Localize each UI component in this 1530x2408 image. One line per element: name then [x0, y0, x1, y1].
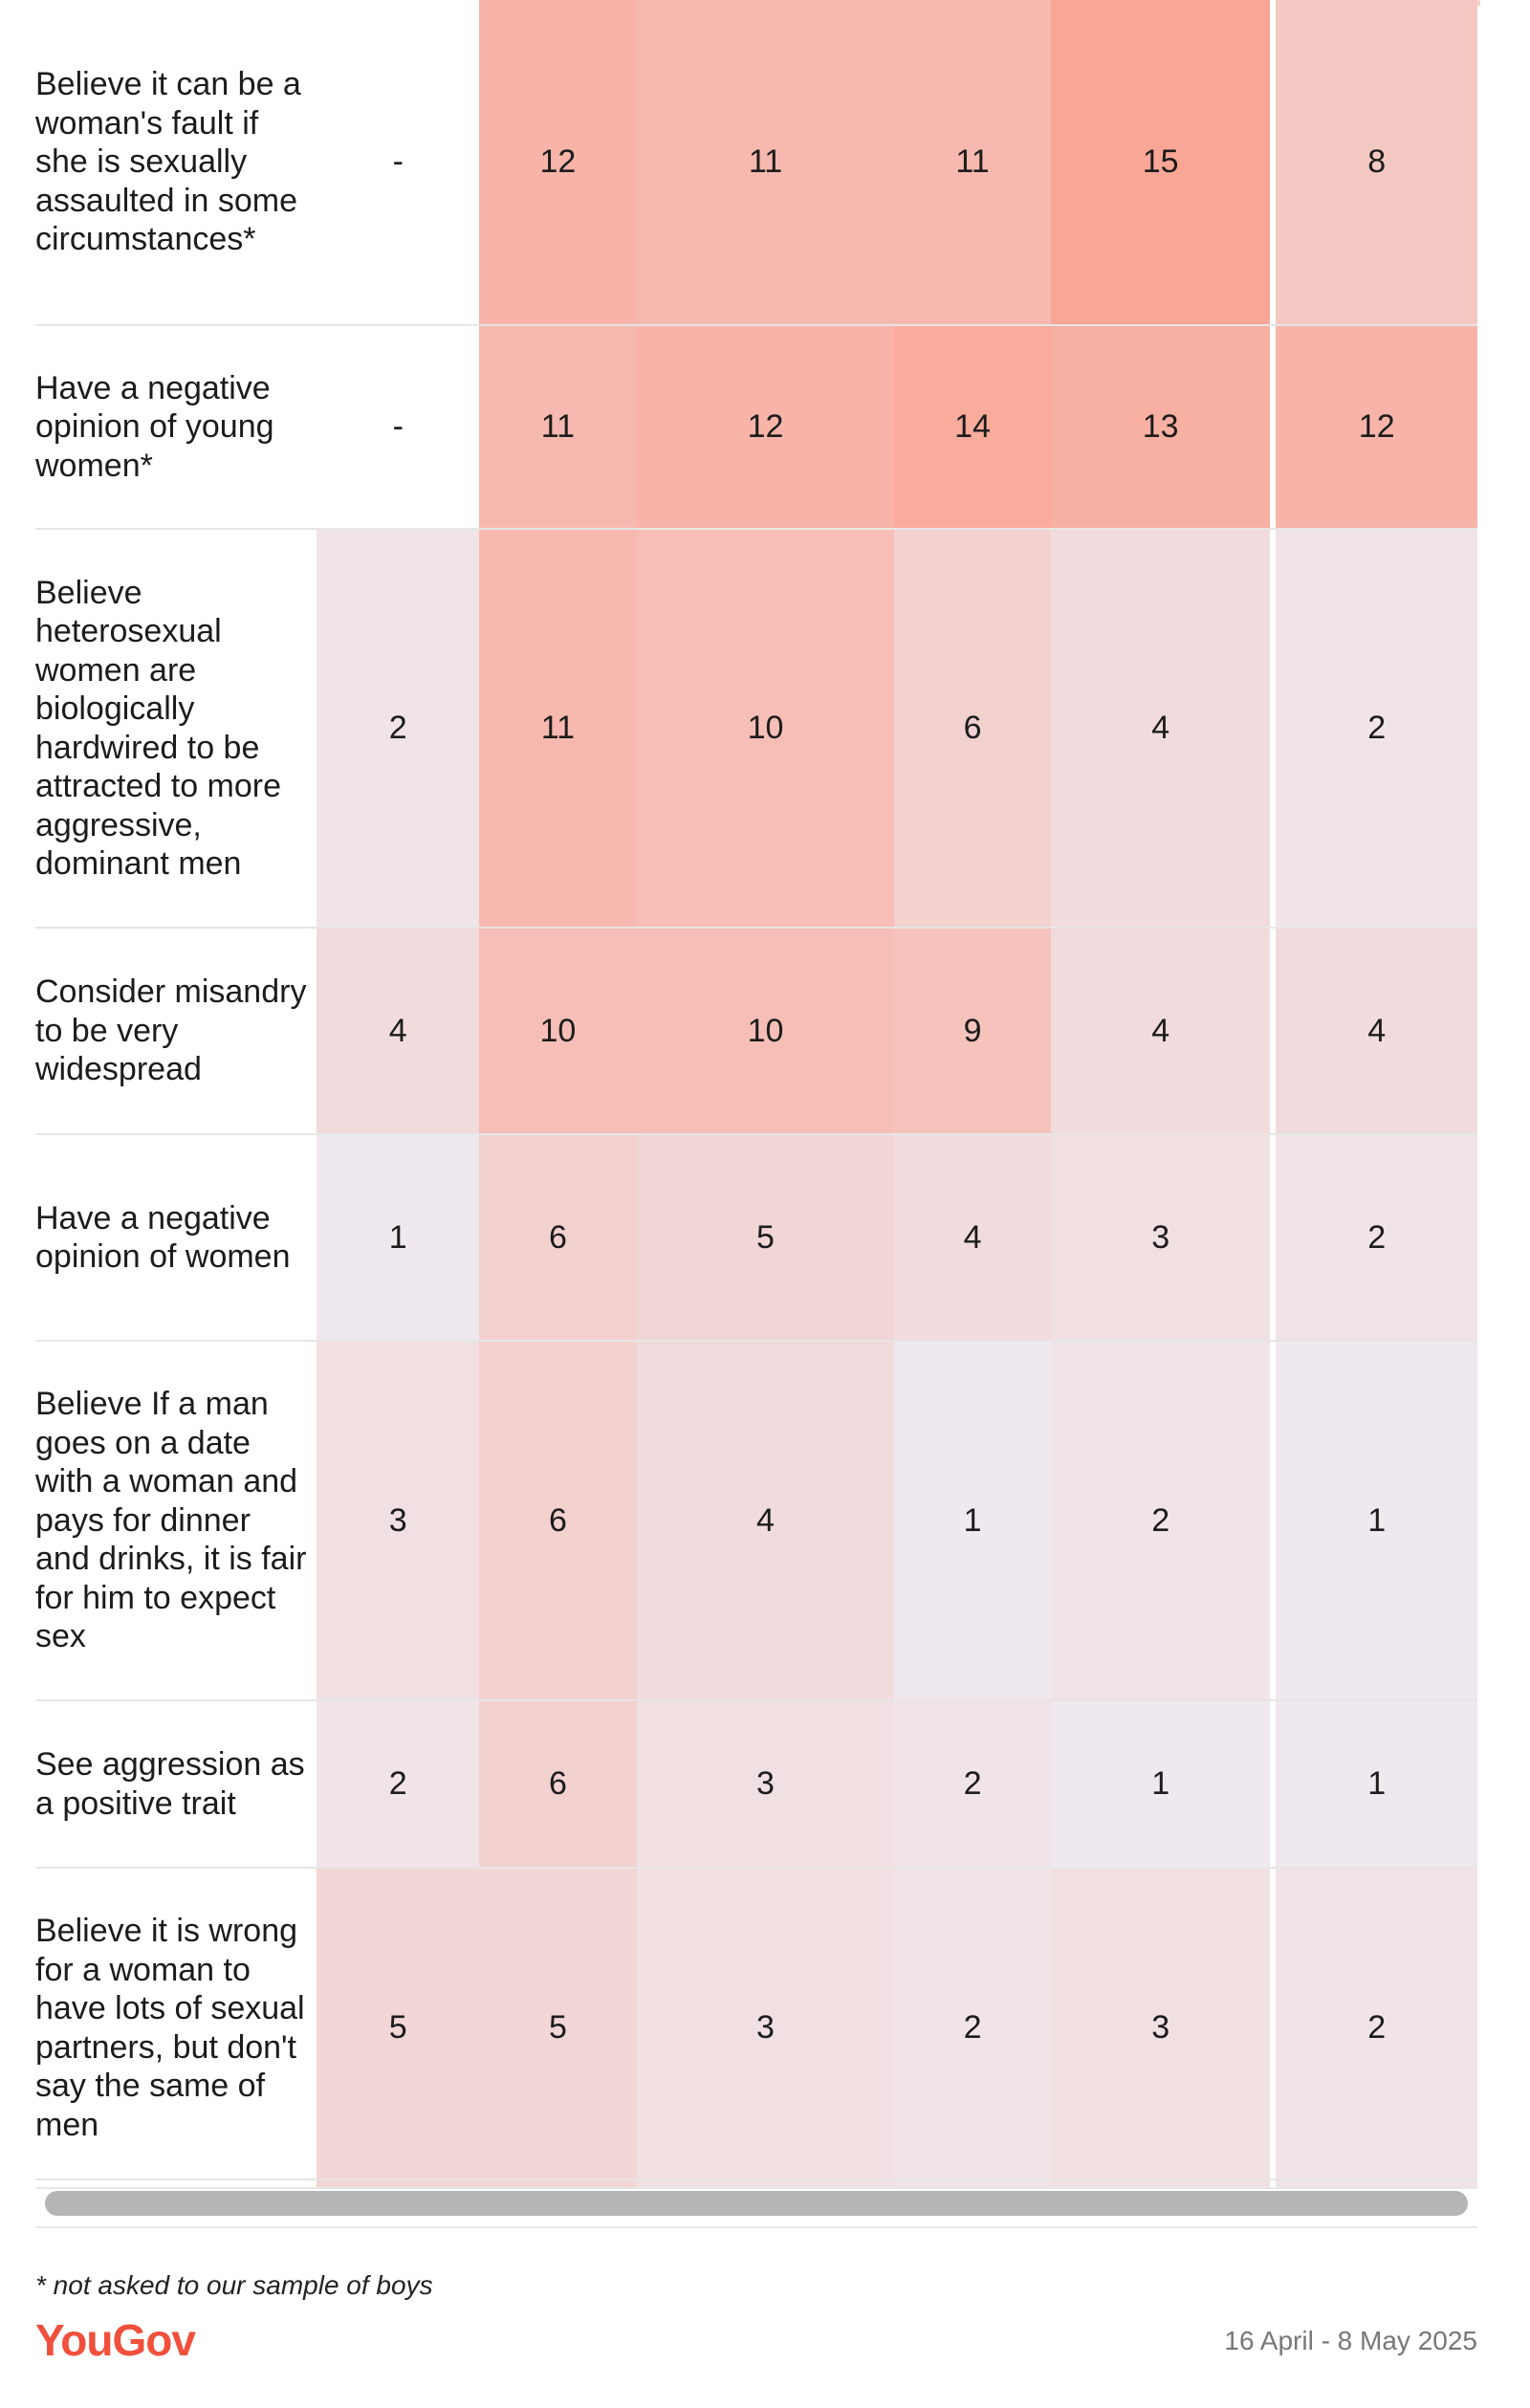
table-row: Believe heterosexual women are biologica…	[35, 530, 1477, 929]
table-row: Believe it can be a woman's fault if she…	[35, 0, 1477, 326]
heatmap-cell: 4	[317, 929, 480, 1133]
heatmap-cell: 1	[317, 1135, 480, 1340]
heatmap-cell: 1	[1276, 1701, 1477, 1867]
heatmap-cell: 4	[1050, 929, 1271, 1133]
heatmap-cell: 2	[1276, 1135, 1477, 1340]
heatmap-cell: 3	[636, 1701, 895, 1867]
footnote: * not asked to our sample of boys	[35, 2270, 433, 2300]
heatmap-table: Believe it can be a woman's fault if she…	[35, 0, 1477, 2189]
row-label: Have a negative opinion of women	[35, 1199, 291, 1276]
horizontal-scrollbar[interactable]	[35, 2178, 1477, 2228]
yougov-logo: YouGov	[35, 2315, 196, 2365]
heatmap-cell: -	[317, 0, 480, 324]
row-label: Believe If a man goes on a date with a w…	[35, 1386, 307, 1655]
date-range: 16 April - 8 May 2025	[1224, 2326, 1477, 2355]
heatmap-cell: 10	[636, 530, 895, 927]
heatmap-cell: 2	[1050, 1342, 1271, 1699]
table-row: Consider misandry to be very widespread 4…	[35, 929, 1477, 1135]
heatmap-cell: -	[317, 326, 480, 528]
table-row: Believe it is wrong for a woman to have …	[35, 1869, 1477, 2189]
heatmap-cell: 4	[636, 1342, 895, 1699]
heatmap-cell: 2	[317, 1701, 480, 1867]
heatmap-cell: 4	[1276, 929, 1477, 1133]
previous-row-edge	[0, 0, 35, 6]
column-divider	[1270, 1135, 1277, 1340]
column-divider	[1270, 326, 1277, 528]
heatmap-cell: 2	[1276, 530, 1477, 927]
heatmap-cell: 1	[1276, 1342, 1477, 1699]
heatmap-cell: 3	[636, 1869, 895, 2187]
scrollbar-thumb[interactable]	[45, 2191, 1468, 2216]
row-label: See aggression as a positive trait	[35, 1746, 305, 1822]
column-divider	[1270, 1701, 1277, 1867]
heatmap-cell: 10	[479, 929, 637, 1133]
column-divider	[1270, 1869, 1277, 2187]
table-row: Have a negative opinion of young women* -…	[35, 326, 1477, 530]
heatmap-cell: 11	[479, 530, 637, 927]
heatmap-cell: 15	[1050, 0, 1271, 324]
heatmap-cell: 3	[1050, 1135, 1271, 1340]
heatmap-cell: 6	[479, 1701, 637, 1867]
row-label: Believe it can be a woman's fault if she…	[35, 66, 301, 258]
heatmap-cell: 5	[636, 1135, 895, 1340]
heatmap-cell: 6	[894, 530, 1051, 927]
heatmap-cell: 2	[1276, 1869, 1477, 2187]
heatmap-cell: 1	[1050, 1701, 1271, 1867]
heatmap-cell: 10	[636, 929, 895, 1133]
heatmap-cell: 14	[894, 326, 1051, 528]
heatmap-cell: 3	[317, 1342, 480, 1699]
row-label: Believe it is wrong for a woman to have …	[35, 1913, 305, 2143]
column-divider	[1270, 929, 1277, 1133]
row-label: Have a negative opinion of young women*	[35, 369, 274, 484]
previous-row-edge	[35, 0, 317, 6]
row-label: Consider misandry to be very widespread	[35, 974, 307, 1088]
heatmap-cell: 6	[479, 1342, 637, 1699]
heatmap-cell: 9	[894, 929, 1051, 1133]
row-label: Believe heterosexual women are biologica…	[35, 574, 282, 883]
table-row: See aggression as a positive trait 2 6 3 2 1 1	[35, 1701, 1477, 1869]
table-row: Believe If a man goes on a date with a w…	[35, 1342, 1477, 1701]
heatmap-cell: 2	[317, 530, 480, 927]
heatmap-cell: 12	[479, 0, 637, 324]
table-row: Have a negative opinion of women 1 6 5 4 3 2	[35, 1135, 1477, 1342]
heatmap-cell: 2	[894, 1869, 1051, 2187]
heatmap-cell: 12	[1276, 326, 1477, 528]
heatmap-cell: 13	[1050, 326, 1271, 528]
heatmap-cell: 5	[317, 1869, 480, 2187]
heatmap-cell: 4	[1050, 530, 1271, 927]
heatmap-cell: 5	[479, 1869, 637, 2187]
heatmap-cell: 2	[894, 1701, 1051, 1867]
column-divider	[1270, 0, 1277, 324]
heatmap-cell: 12	[636, 326, 895, 528]
heatmap-cell: 1	[894, 1342, 1051, 1699]
heatmap-cell: 11	[636, 0, 895, 324]
heatmap-cell: 11	[479, 326, 637, 528]
heatmap-cell: 8	[1276, 0, 1477, 324]
column-divider	[1270, 1342, 1277, 1699]
heatmap-cell: 11	[894, 0, 1051, 324]
column-divider	[1270, 530, 1277, 927]
heatmap-cell: 4	[894, 1135, 1051, 1340]
heatmap-cell: 3	[1050, 1869, 1271, 2187]
heatmap-cell: 6	[479, 1135, 637, 1340]
